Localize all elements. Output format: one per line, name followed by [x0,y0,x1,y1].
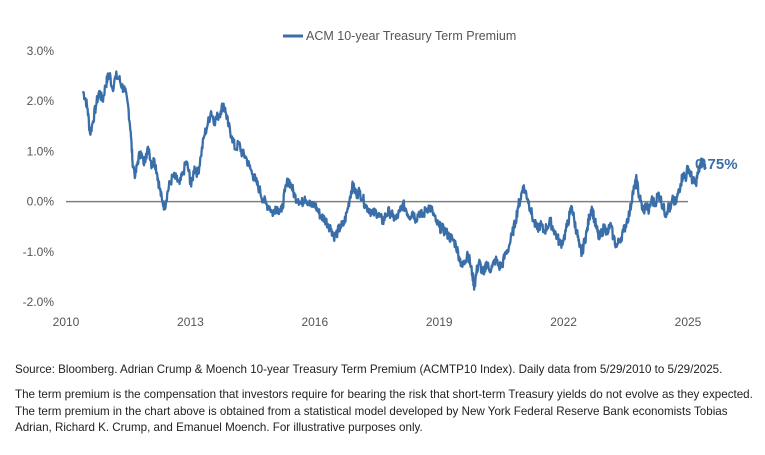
y-tick-label: -2.0% [23,295,55,309]
chart-notes: Source: Bloomberg. Adrian Crump & Moench… [15,362,755,446]
x-tick-label: 2019 [426,315,453,329]
legend-label: ACM 10-year Treasury Term Premium [306,29,516,43]
x-tick-label: 2025 [675,315,702,329]
y-tick-label: 1.0% [27,144,55,158]
x-tick-label: 2010 [53,315,80,329]
end-value-label: 0.75% [695,156,738,173]
series-line-acm-term-premium [81,70,707,291]
x-tick-label: 2013 [177,315,204,329]
y-tick-label: 3.0% [27,44,55,58]
y-tick-label: 2.0% [27,94,55,108]
chart-legend: ACM 10-year Treasury Term Premium [283,29,516,43]
y-tick-label: 0.0% [27,195,55,209]
description-note: The term premium is the compensation tha… [15,388,753,435]
x-tick-label: 2022 [550,315,577,329]
term-premium-chart: ACM 10-year Treasury Term Premium 3.0% 2.… [23,29,738,329]
y-tick-label: -1.0% [23,245,55,259]
x-axis-ticks: 2010 2013 2016 2019 2022 2025 [53,315,702,329]
x-tick-label: 2016 [301,315,328,329]
y-axis-ticks: 3.0% 2.0% 1.0% 0.0% -1.0% -2.0% [23,44,55,309]
source-note: Source: Bloomberg. Adrian Crump & Moench… [15,363,723,376]
